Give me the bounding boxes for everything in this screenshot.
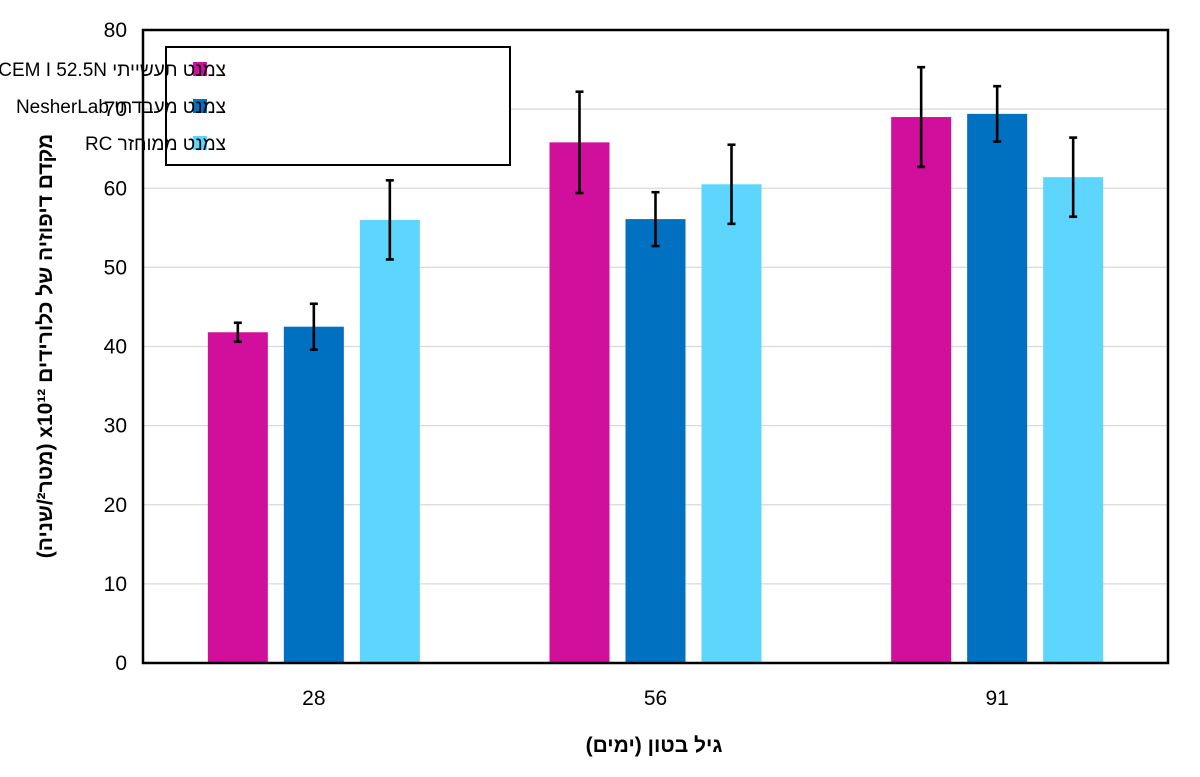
x-tick-label: 56 <box>644 687 667 710</box>
legend-swatch <box>193 136 207 150</box>
x-tick-label: 91 <box>985 687 1008 710</box>
bar <box>207 332 268 663</box>
y-axis-ticks: 0 10 20 30 40 50 60 70 80 <box>104 19 127 675</box>
legend-label: צמנט תעשייתי CEM I 52.5N <box>0 60 226 81</box>
bar <box>891 117 952 664</box>
bar <box>1043 177 1104 664</box>
y-tick-label: 70 <box>104 98 127 121</box>
y-axis-title: מקדם דיפוזיה של כלורידים x10¹² (מטר²/שני… <box>34 134 57 559</box>
error-bars <box>233 65 1078 351</box>
legend-label: צמנט מעבדתי NesherLab <box>16 97 226 118</box>
bar <box>701 184 762 663</box>
legend-label: צמנט ממוחזר RC <box>85 134 226 155</box>
plot-frame <box>141 28 1170 665</box>
y-tick-label: 20 <box>104 494 127 517</box>
bars <box>207 113 1104 664</box>
y-tick-label: 80 <box>104 19 127 42</box>
bar <box>359 219 420 663</box>
legend: צמנט תעשייתי CEM I 52.5N צמנט מעבדתי Nesh… <box>0 46 511 166</box>
bar <box>549 142 610 664</box>
bar <box>625 219 686 663</box>
legend-swatch <box>193 62 207 76</box>
legend-swatch <box>193 99 207 113</box>
legend-box <box>165 46 511 166</box>
y-tick-label: 40 <box>104 336 127 359</box>
x-axis-ticks: 28 56 91 <box>302 687 1009 710</box>
bar <box>283 326 344 663</box>
bar <box>967 113 1028 663</box>
x-axis-title: גיל בטון (ימים) <box>586 734 723 757</box>
y-tick-label: 60 <box>104 177 127 200</box>
y-tick-label: 0 <box>115 652 127 675</box>
y-tick-label: 30 <box>104 415 127 438</box>
y-tick-label: 50 <box>104 256 127 279</box>
x-tick-label: 28 <box>302 687 325 710</box>
y-tick-label: 10 <box>104 573 127 596</box>
